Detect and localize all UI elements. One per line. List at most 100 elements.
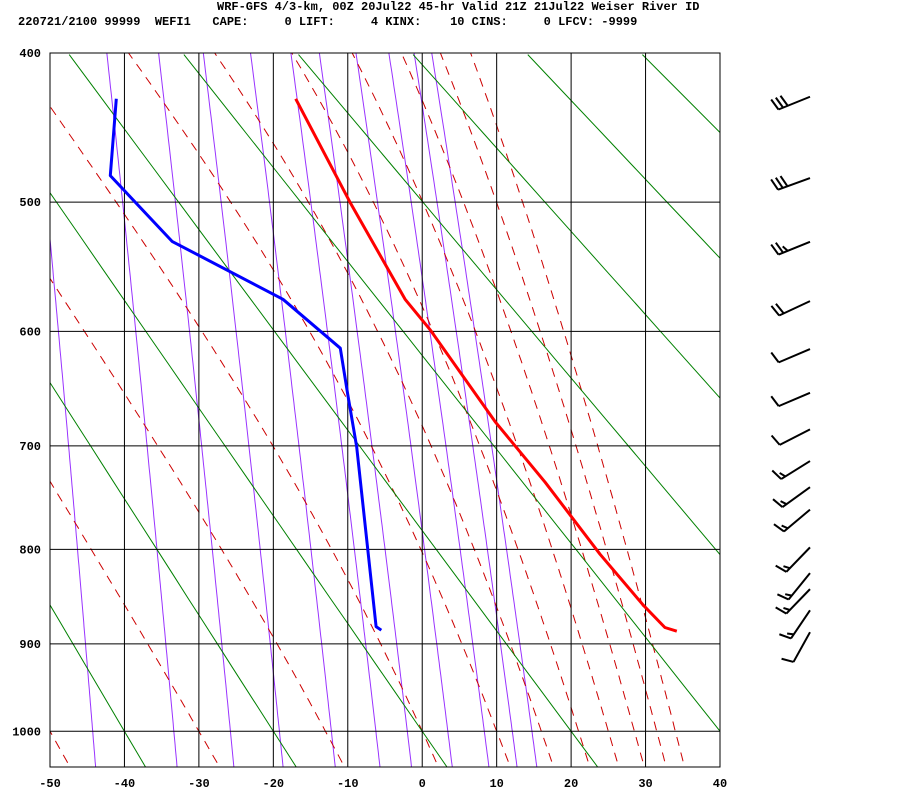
moist-adiabat [50,730,71,767]
barb-staff [780,460,811,480]
wind-barb [781,631,811,663]
barb-feather [776,593,790,601]
wind-barb [770,240,811,256]
wind-barb [770,391,811,408]
y-tick-label: 500 [19,196,41,210]
moist-adiabat [400,53,645,767]
wind-barb [779,609,811,640]
y-tick-label: 400 [19,47,41,61]
barb-staff [790,609,811,640]
mixing-ratio-line [202,53,284,767]
wind-barb [772,486,811,508]
barb-staff [785,588,811,615]
sounding-indices: 220721/2100 99999 WEFI1 CAPE: 0 LIFT: 4 … [18,15,638,29]
dry-adiabat [50,191,448,767]
dry-adiabat [642,54,720,134]
barb-feather [780,500,787,506]
wind-barb [770,428,811,446]
barb-staff [778,391,811,408]
wind-barb [770,300,811,317]
barb-staff [778,95,811,111]
barb-staff [783,508,811,533]
barb-staff [781,486,811,508]
moist-adiabat [439,53,667,767]
x-tick-label: -30 [188,777,210,791]
wind-barb [776,572,811,601]
barb-feather [779,633,792,640]
barb-feather [775,97,784,109]
y-tick-label: 600 [19,325,41,339]
barb-feather [783,607,791,611]
x-tick-label: 40 [713,777,727,791]
x-tick-label: -50 [39,777,61,791]
barb-staff [779,428,811,446]
wind-barb [775,588,811,615]
barb-feather [775,564,787,573]
x-tick-label: -40 [114,777,136,791]
wind-barb [770,175,811,191]
barb-feather [774,177,784,189]
moist-adiabat [291,53,591,767]
barb-feather [781,524,789,530]
dry-adiabat [757,55,900,774]
moist-adiabat [214,53,555,767]
mixing-ratio-line [106,53,178,767]
x-tick-label: 10 [489,777,503,791]
wind-barb [773,508,811,533]
barb-feather [775,606,787,615]
y-tick-label: 800 [19,543,41,557]
temperature-profile [294,98,678,633]
plot-frame [49,52,721,768]
barb-feather [770,434,781,446]
x-tick-label: -20 [263,777,285,791]
y-tick-label: 1000 [12,725,41,739]
mixing-ratio-line [158,53,235,767]
barb-feather [775,303,785,314]
barb-staff [778,240,811,256]
dry-adiabat [412,54,720,399]
chart-title: WRF-GFS 4/3-km, 00Z 20Jul22 45-hr Valid … [217,0,700,14]
wind-barb [770,95,811,111]
barb-feather [772,498,784,508]
wind-barb [775,546,811,573]
barb-feather [787,632,794,636]
barb-feather [784,593,792,597]
moist-adiabat [50,105,439,767]
x-tick-label: 30 [638,777,652,791]
x-tick-label: 0 [419,777,426,791]
dry-adiabat [68,54,599,767]
barb-feather [779,175,789,187]
barb-staff [778,348,811,364]
y-tick-label: 900 [19,638,41,652]
barb-feather [775,242,784,254]
barb-feather [781,657,794,663]
moist-adiabat [127,53,511,767]
barb-feather [770,243,780,256]
barb-feather [773,523,785,533]
barb-staff [777,177,811,191]
dry-adiabat [527,54,720,259]
x-tick-label: 20 [564,777,578,791]
mixing-ratio-line [50,234,97,767]
barb-staff [785,546,811,573]
mixing-ratio-line [290,53,381,767]
mixing-ratio-line [388,53,490,767]
mixing-ratio-line [249,53,336,767]
dry-adiabat [183,54,720,733]
mixing-ratio-line [413,53,518,767]
barb-feather [770,98,780,111]
barb-feather [770,395,780,407]
wind-barb [770,348,811,364]
barb-feather [770,305,780,317]
wind-barb [771,460,811,480]
barb-feather [771,469,782,480]
x-tick-label: -10 [337,777,359,791]
barb-feather [770,351,780,363]
barb-feather [782,245,789,252]
dewpoint-profile [108,98,383,632]
barb-staff [792,631,811,663]
barb-feather [779,95,789,107]
moist-adiabat [351,53,620,767]
mixing-ratio-line [431,53,538,767]
y-tick-label: 700 [19,440,41,454]
